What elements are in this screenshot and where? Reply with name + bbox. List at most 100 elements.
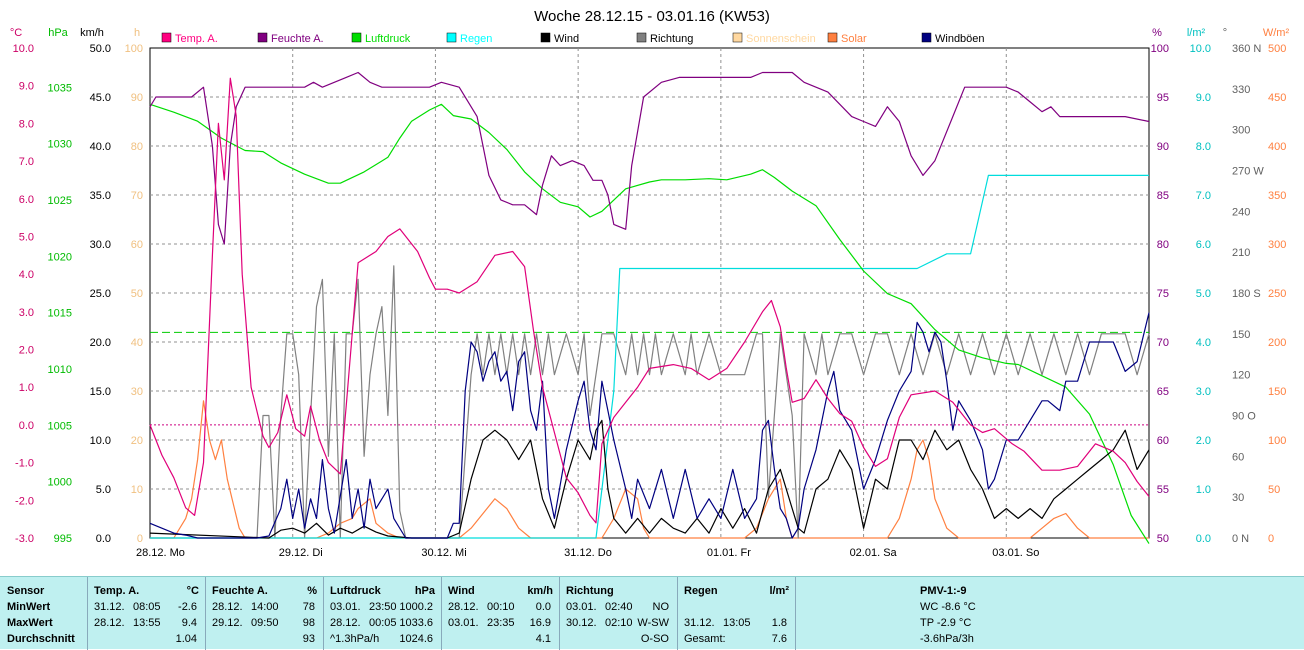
pressure-axis-tick: 995 xyxy=(54,533,72,545)
temp-axis-tick: 1.0 xyxy=(19,382,34,394)
row-label-max: MaxWert xyxy=(7,617,53,629)
legend-swatch xyxy=(636,32,647,43)
pressure-axis-tick: 1030 xyxy=(48,139,72,151)
x-tick-label: 30.12. Mi xyxy=(421,547,466,559)
solar-axis-tick: 450 xyxy=(1268,92,1286,104)
wind-axis-tick: 5.0 xyxy=(96,484,111,496)
sun-axis-tick: 10 xyxy=(131,484,143,496)
temp-min-time: 08:05 xyxy=(133,601,161,613)
temp-axis-tick: -3.0 xyxy=(15,533,34,545)
pressure-avg: 1024.6 xyxy=(399,633,433,645)
pressure-axis-tick: 1035 xyxy=(48,82,72,94)
axes: 10.0 9.0 8.0 7.0 6.0 5.0 4.0 3.0 2.0 1.0 0.0 -1.0 -2… xyxy=(13,43,1287,545)
wind-avg: 4.1 xyxy=(535,633,551,645)
temp-axis-tick: 7.0 xyxy=(19,156,34,168)
direction-axis-tick: 270 W xyxy=(1232,166,1264,178)
wind-axis-tick: 40.0 xyxy=(90,141,111,153)
pressure-axis-tick: 1025 xyxy=(48,195,72,207)
pmv-wc: WC -8.6 °C xyxy=(920,601,976,613)
rain-axis-tick: 8.0 xyxy=(1196,141,1211,153)
humidity-axis-tick: 95 xyxy=(1157,92,1169,104)
pressure-min-date: 03.01. xyxy=(330,601,361,613)
series-temp-a-line xyxy=(149,77,1150,524)
rain-max-time: 13:05 xyxy=(723,617,751,629)
temp-header: Temp. A. xyxy=(94,585,140,597)
solar-axis-tick: 400 xyxy=(1268,141,1286,153)
rain-axis-tick: 5.0 xyxy=(1196,288,1211,300)
legend-label: Windböen xyxy=(935,33,985,45)
pressure-min-time: 23:50 xyxy=(369,601,397,613)
temp-axis-tick: 2.0 xyxy=(19,345,34,357)
pressure-max-time: 00:05 xyxy=(369,617,397,629)
temp-axis-tick: -2.0 xyxy=(15,495,34,507)
solar-axis-tick: 50 xyxy=(1268,484,1280,496)
temp-min-date: 31.12. xyxy=(94,601,125,613)
humidity-axis-tick: 90 xyxy=(1157,141,1169,153)
legend-label: Solar xyxy=(841,33,867,45)
wind-min-date: 28.12. xyxy=(448,601,479,613)
sun-axis-tick: 90 xyxy=(131,92,143,104)
stats-col-wind: Wind km/h 28.12. 00:10 0.0 03.01. 23:35 … xyxy=(442,577,560,650)
sun-axis-tick: 60 xyxy=(131,239,143,251)
rain-axis-tick: 4.0 xyxy=(1196,337,1211,349)
wind-axis-tick: 25.0 xyxy=(90,288,111,300)
pressure-axis-tick: 1005 xyxy=(48,420,72,432)
pressure-unit: hPa xyxy=(414,585,435,597)
solar-axis-tick: 200 xyxy=(1268,337,1286,349)
legend-swatch xyxy=(540,32,551,43)
humidity-header: Feuchte A. xyxy=(212,585,268,597)
wind-min-val: 0.0 xyxy=(535,601,551,613)
pressure-trend: ^1.3hPa/h xyxy=(330,633,380,645)
direction-axis-tick: 240 xyxy=(1232,206,1250,218)
temp-min-val: -2.6 xyxy=(178,601,197,613)
grid xyxy=(150,48,1149,538)
humidity-axis-tick: 65 xyxy=(1157,386,1169,398)
stats-col-direction: Richtung 03.01. 02:40 NO 30.12. 02:10 W-… xyxy=(560,577,678,650)
humidity-axis-tick: 70 xyxy=(1157,337,1169,349)
wind-axis-tick: 0.0 xyxy=(96,533,111,545)
humidity-avg: 93 xyxy=(302,633,315,645)
pressure-axis-unit: hPa xyxy=(48,27,68,39)
temp-axis-tick: 6.0 xyxy=(19,194,34,206)
temp-max-val: 9.4 xyxy=(181,617,197,629)
direction-max-date: 30.12. xyxy=(566,617,597,629)
legend-label: Wind xyxy=(554,33,579,45)
wind-axis-tick: 35.0 xyxy=(90,190,111,202)
pressure-max-date: 28.12. xyxy=(330,617,361,629)
x-tick-label: 03.01. So xyxy=(992,547,1039,559)
solar-axis-tick: 250 xyxy=(1268,288,1286,300)
pmv-header: PMV-1:-9 xyxy=(920,585,967,597)
humidity-axis-unit: % xyxy=(1152,27,1162,39)
row-label-min: MinWert xyxy=(7,601,51,613)
direction-min-val: NO xyxy=(652,601,670,613)
pressure-axis-tick: 1015 xyxy=(48,308,72,320)
rain-unit: l/m² xyxy=(769,585,789,597)
wind-axis-unit: km/h xyxy=(80,27,104,39)
legend-label: Richtung xyxy=(650,33,693,45)
humidity-max-date: 29.12. xyxy=(212,617,243,629)
direction-axis-tick: 360 N xyxy=(1232,43,1261,55)
stats-col-humidity: Feuchte A. % 28.12. 14:00 78 29.12. 09:5… xyxy=(206,577,324,650)
wind-axis-tick: 10.0 xyxy=(90,435,111,447)
direction-axis-tick: 60 xyxy=(1232,451,1244,463)
rain-max-val: 1.8 xyxy=(771,617,787,629)
temp-axis-tick: 0.0 xyxy=(19,420,34,432)
humidity-max-val: 98 xyxy=(302,617,315,629)
temp-axis-tick: 3.0 xyxy=(19,307,34,319)
legend-label: Regen xyxy=(460,33,492,45)
rain-total-val: 7.6 xyxy=(771,633,787,645)
wind-axis-tick: 20.0 xyxy=(90,337,111,349)
temp-max-time: 13:55 xyxy=(133,617,161,629)
sun-axis-tick: 70 xyxy=(131,190,143,202)
direction-max-val: W-SW xyxy=(637,617,669,629)
direction-axis-tick: 180 S xyxy=(1232,288,1261,300)
solar-axis-tick: 300 xyxy=(1268,239,1286,251)
humidity-axis-tick: 80 xyxy=(1157,239,1169,251)
rain-axis-tick: 3.0 xyxy=(1196,386,1211,398)
rain-header: Regen xyxy=(684,585,718,597)
legend-swatch xyxy=(732,32,743,43)
humidity-unit: % xyxy=(307,585,317,597)
temp-axis-tick: 8.0 xyxy=(19,118,34,130)
weather-chart: Woche 28.12.15 - 03.01.16 (KW53) Temp. A… xyxy=(10,8,1290,559)
humidity-min-time: 14:00 xyxy=(251,601,279,613)
